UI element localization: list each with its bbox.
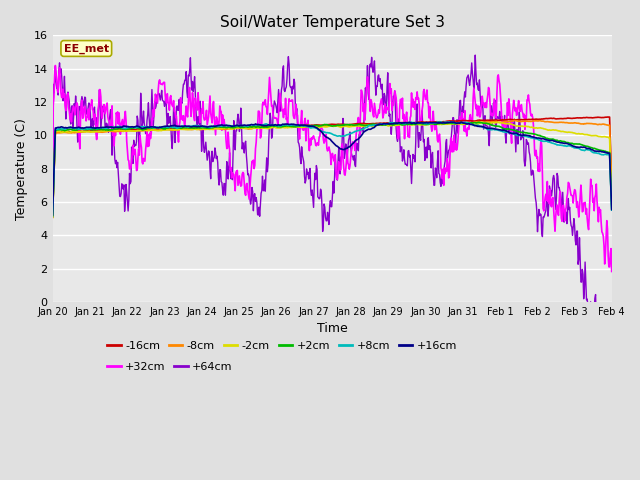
+16cm	[49, 212, 56, 218]
+2cm	[608, 206, 616, 212]
-16cm	[530, 117, 538, 122]
Line: +2cm: +2cm	[52, 122, 612, 216]
Line: +32cm: +32cm	[52, 65, 612, 272]
-2cm	[531, 125, 538, 131]
-8cm	[531, 118, 538, 124]
+32cm	[531, 150, 538, 156]
+2cm	[458, 119, 465, 125]
+8cm	[388, 120, 396, 125]
+8cm	[437, 119, 445, 125]
-8cm	[373, 122, 381, 128]
+8cm	[608, 207, 616, 213]
-2cm	[478, 120, 486, 125]
X-axis label: Time: Time	[317, 323, 348, 336]
-16cm	[608, 183, 616, 189]
-16cm	[388, 120, 396, 126]
-8cm	[608, 189, 616, 194]
+32cm	[51, 62, 59, 68]
+64cm	[608, 395, 616, 400]
+8cm	[405, 120, 413, 125]
-2cm	[83, 129, 91, 134]
+8cm	[49, 213, 56, 219]
+2cm	[388, 122, 396, 128]
+64cm	[388, 122, 396, 128]
+64cm	[472, 52, 479, 58]
+64cm	[49, 189, 56, 194]
+2cm	[49, 214, 56, 219]
+8cm	[474, 122, 481, 128]
-16cm	[49, 214, 56, 220]
-2cm	[49, 214, 56, 220]
+8cm	[373, 121, 381, 127]
Line: +16cm: +16cm	[52, 122, 612, 215]
+2cm	[531, 132, 538, 137]
+64cm	[474, 80, 481, 86]
-2cm	[608, 197, 616, 203]
+32cm	[406, 134, 413, 140]
-2cm	[405, 121, 413, 127]
-16cm	[83, 128, 91, 134]
Line: -16cm: -16cm	[52, 117, 612, 217]
-16cm	[373, 120, 381, 126]
+16cm	[373, 122, 381, 128]
+2cm	[474, 120, 481, 126]
+64cm	[531, 185, 538, 191]
-8cm	[405, 121, 413, 127]
-8cm	[83, 129, 91, 134]
+64cm	[83, 111, 91, 117]
+32cm	[389, 100, 397, 106]
+16cm	[608, 207, 616, 213]
-2cm	[373, 122, 381, 128]
+2cm	[405, 121, 413, 127]
+2cm	[373, 122, 381, 128]
+16cm	[83, 124, 91, 130]
-8cm	[49, 215, 56, 220]
-2cm	[388, 123, 396, 129]
Line: +8cm: +8cm	[52, 122, 612, 216]
Title: Soil/Water Temperature Set 3: Soil/Water Temperature Set 3	[220, 15, 445, 30]
-16cm	[604, 114, 611, 120]
-8cm	[388, 122, 396, 128]
+16cm	[405, 120, 413, 126]
+16cm	[474, 123, 481, 129]
+64cm	[373, 84, 381, 89]
-16cm	[473, 118, 481, 123]
+8cm	[83, 126, 91, 132]
+32cm	[84, 114, 92, 120]
+8cm	[531, 136, 538, 142]
Line: -2cm: -2cm	[52, 122, 612, 217]
Legend: +32cm, +64cm: +32cm, +64cm	[103, 358, 237, 376]
+32cm	[608, 269, 616, 275]
Y-axis label: Temperature (C): Temperature (C)	[15, 118, 28, 220]
-2cm	[473, 121, 481, 127]
+16cm	[388, 121, 396, 127]
+64cm	[405, 148, 413, 154]
+32cm	[374, 112, 382, 118]
-8cm	[473, 120, 481, 125]
+32cm	[49, 175, 56, 180]
-16cm	[405, 120, 413, 126]
+32cm	[474, 113, 481, 119]
Line: +64cm: +64cm	[52, 55, 612, 397]
+2cm	[83, 127, 91, 132]
Line: -8cm: -8cm	[52, 120, 612, 217]
+16cm	[531, 134, 538, 140]
-8cm	[511, 118, 519, 123]
+16cm	[447, 119, 454, 125]
Text: EE_met: EE_met	[64, 43, 109, 54]
